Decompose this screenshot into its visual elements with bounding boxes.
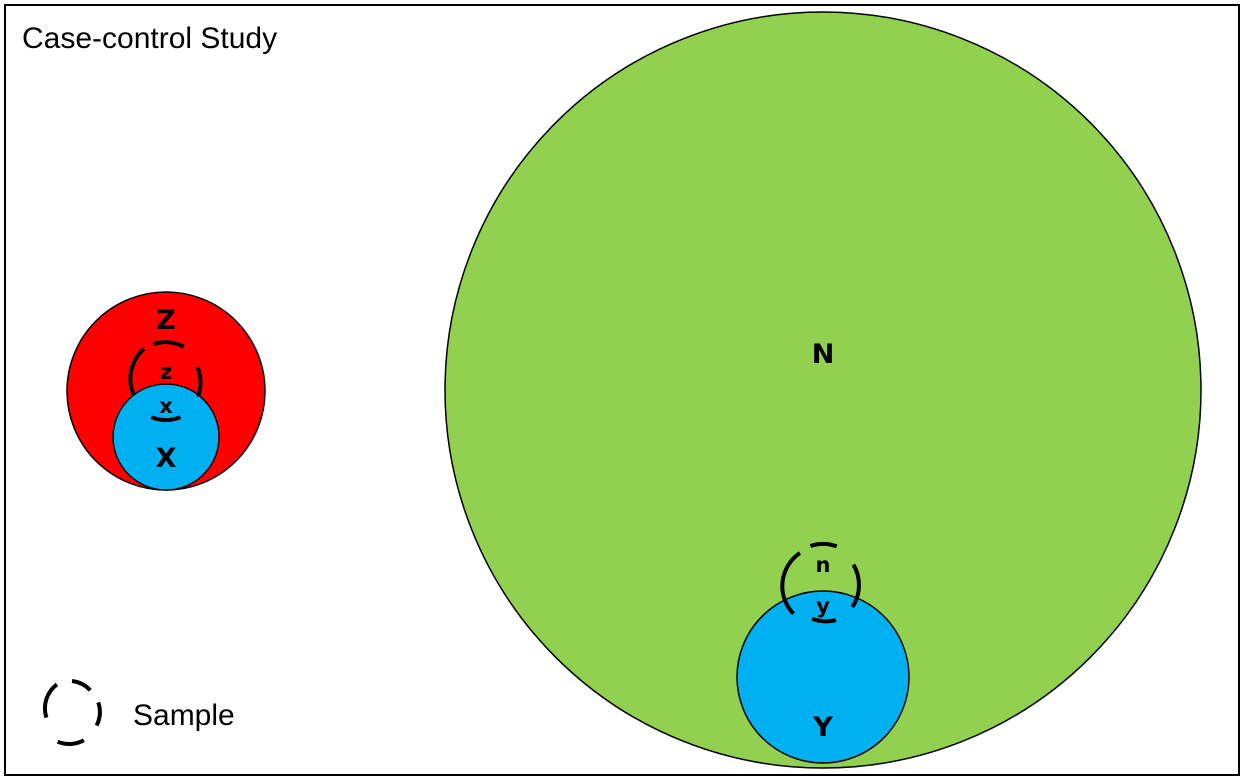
cases-exposed-circle (112, 383, 220, 491)
label-n: n (816, 553, 831, 577)
label-y: y (816, 594, 830, 618)
noncases-exposed-circle (736, 590, 910, 764)
dashed-circle-icon (42, 679, 102, 746)
case-sample-ring (128, 340, 203, 422)
label-X: X (156, 443, 177, 474)
noncases-circle (444, 11, 1202, 769)
label-Z: Z (156, 305, 176, 336)
label-x: x (159, 394, 173, 418)
label-z: z (160, 360, 172, 384)
noncase-sample-ring (780, 541, 861, 624)
legend-label: Sample (133, 699, 235, 732)
legend: Sample (42, 679, 235, 746)
diagram-title: Case-control Study (22, 22, 277, 55)
label-N: N (812, 339, 835, 370)
label-Y: Y (812, 712, 833, 743)
